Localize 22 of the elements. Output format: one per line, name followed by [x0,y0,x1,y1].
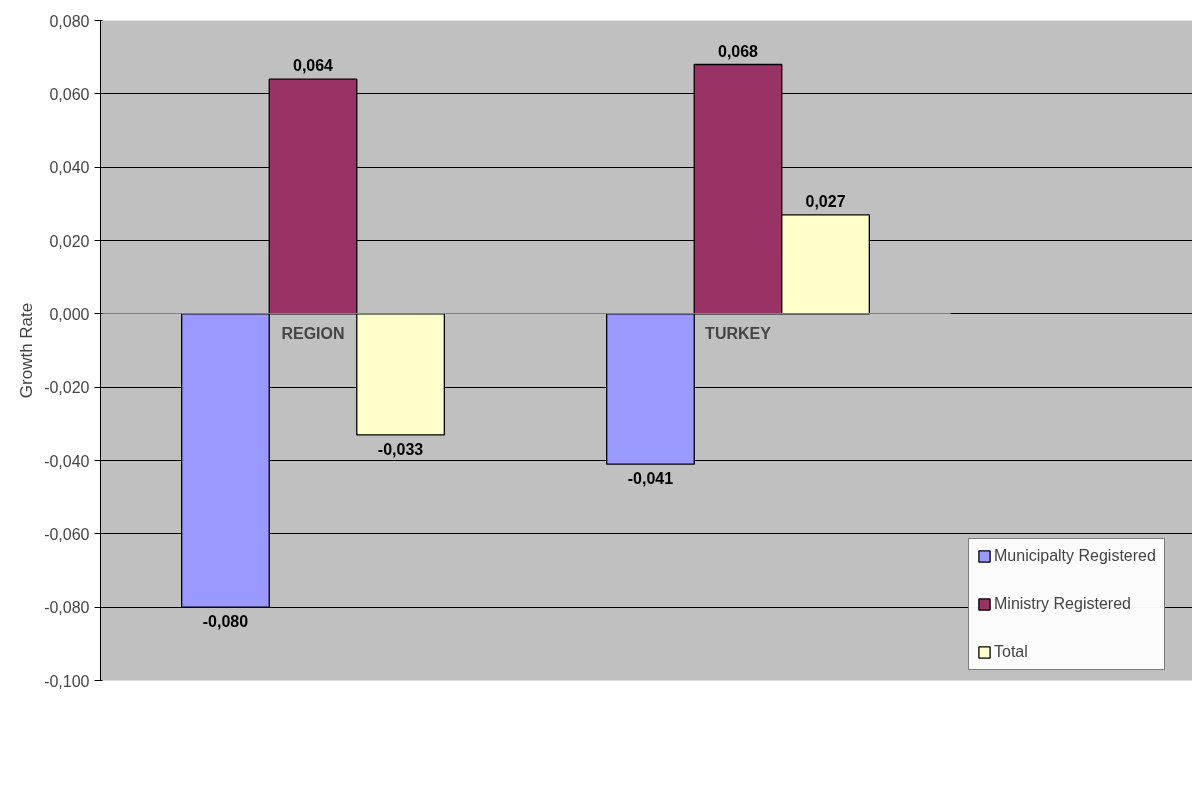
y-tick-label: 0,080 [49,12,90,30]
data-label: -0,080 [202,613,249,631]
data-label: -0,041 [627,470,674,488]
y-tick-label: -0,080 [44,599,90,617]
y-tick-label: -0,100 [44,672,90,690]
data-label: -0,033 [377,440,424,458]
data-label: 0,064 [292,57,334,75]
legend-label: Total [994,643,1028,661]
y-tick-label: 0,060 [49,85,90,103]
y-axis-title: Growth Rate [17,302,37,399]
y-tick-label: 0,000 [49,305,90,323]
data-label: 0,068 [717,42,759,60]
x-tick-label: REGION [281,324,345,342]
y-tick-label: 0,040 [49,159,90,177]
data-label: 0,027 [805,192,846,210]
legend-label: Ministry Registered [994,595,1131,613]
y-tick-label: -0,040 [44,452,90,470]
y-tick-label: -0,020 [44,379,90,397]
y-tick-label: 0,020 [49,232,90,250]
y-tick-label: -0,060 [44,525,90,543]
legend-label: Municipalty Registered [994,547,1156,565]
x-tick-label: TURKEY [705,324,772,342]
